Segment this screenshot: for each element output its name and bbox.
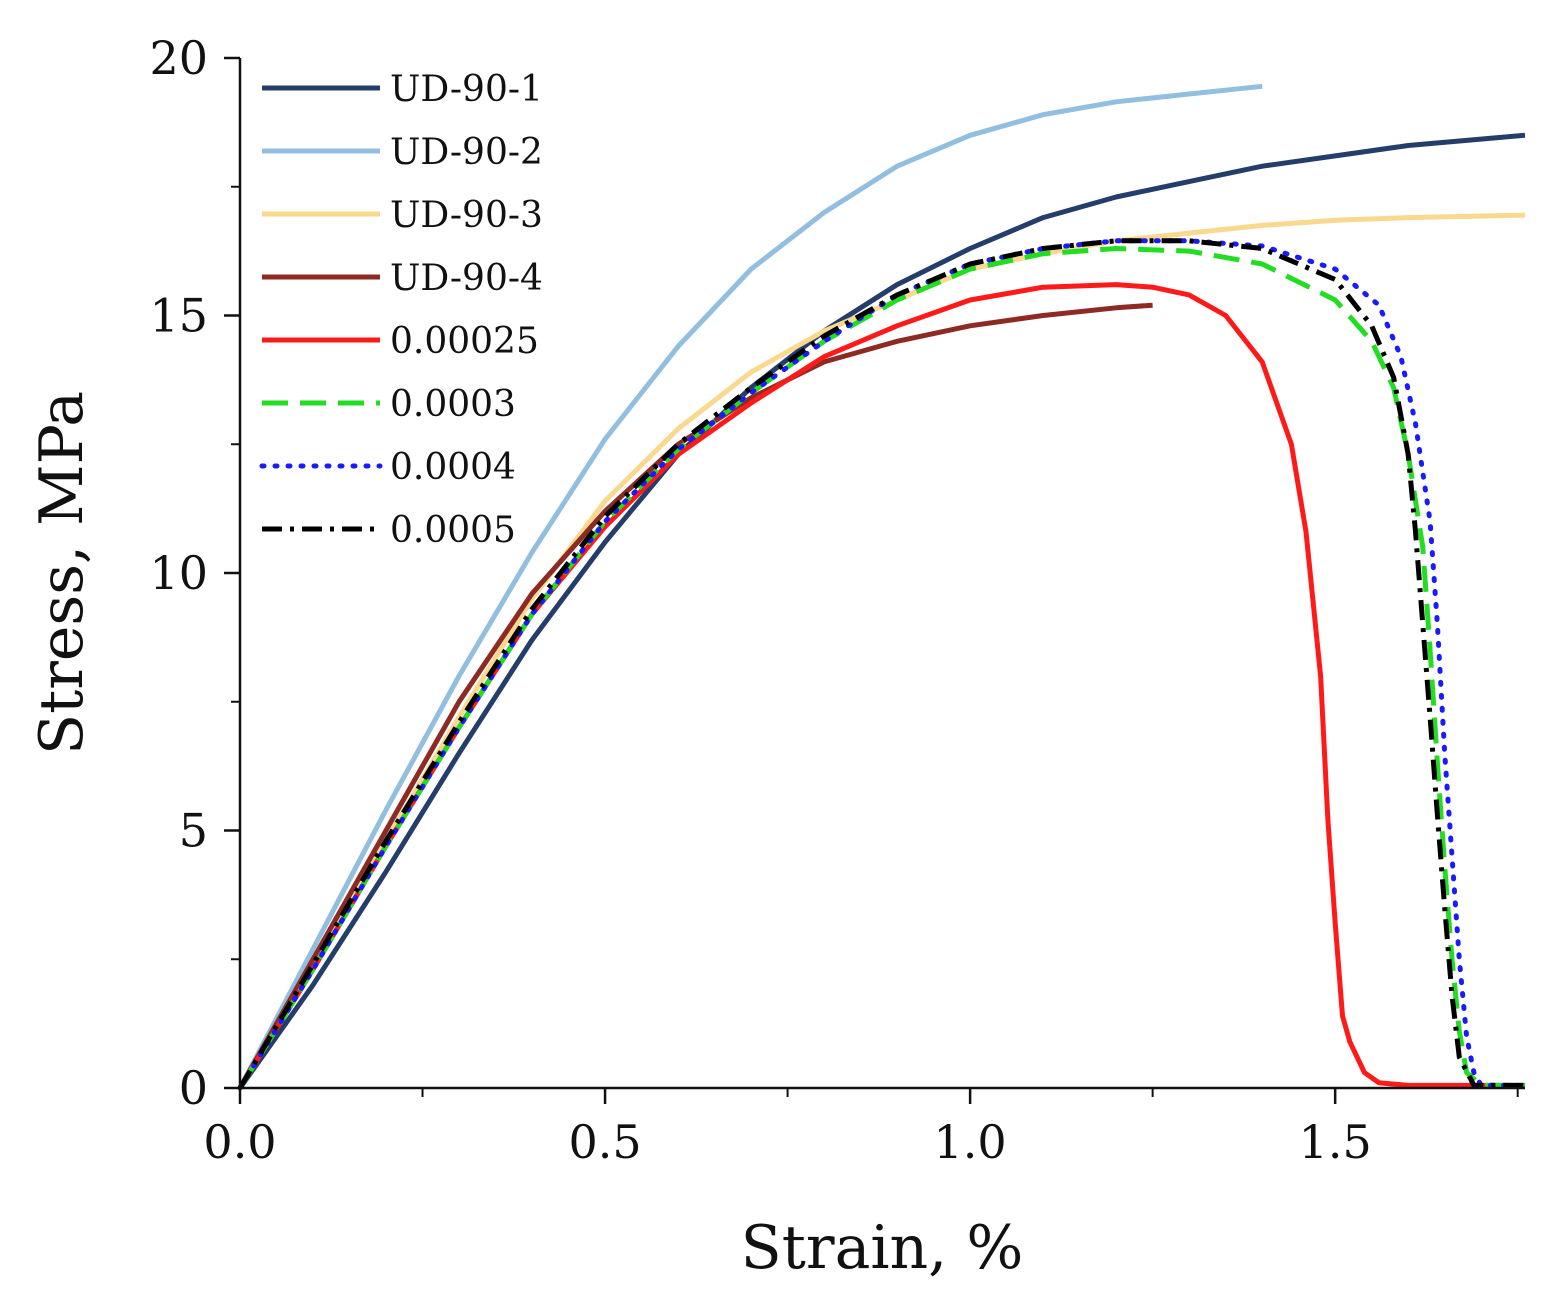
y-tick-label: 15 xyxy=(149,289,208,343)
y-ticks: 0 5 10 15 20 xyxy=(149,31,240,1115)
y-tick-label: 10 xyxy=(149,546,208,600)
legend-label-ud-90-2: UD-90-2 xyxy=(390,132,543,173)
legend-label-ud-90-1: UD-90-1 xyxy=(390,69,543,110)
series-lines xyxy=(237,83,1528,1091)
series-line-ud-90-1 xyxy=(237,132,1526,1090)
x-ticks: 0.0 0.5 1.0 1.5 xyxy=(203,1088,1519,1169)
y-tick-label: 5 xyxy=(179,804,208,858)
legend: UD-90-1 UD-90-2 UD-90-3 UD-90-4 0.00025 0.000… xyxy=(259,69,543,551)
legend-label-0-0005: 0.0005 xyxy=(390,510,516,551)
x-tick-label: 0.5 xyxy=(568,1115,641,1169)
legend-label-ud-90-3: UD-90-3 xyxy=(390,195,543,236)
x-axis-title: Strain, % xyxy=(741,1213,1024,1283)
series-line-ud-90-2 xyxy=(237,83,1263,1090)
y-axis-title: Stress, MPa xyxy=(27,391,97,755)
x-tick-label: 1.5 xyxy=(1299,1115,1372,1169)
legend-label-0-0003: 0.0003 xyxy=(390,384,516,425)
series-line-0-0004 xyxy=(237,238,1528,1091)
series-line-0-0003 xyxy=(237,246,1525,1090)
legend-label-0-00025: 0.00025 xyxy=(390,321,539,362)
x-tick-label: 1.0 xyxy=(934,1115,1007,1169)
y-tick-label: 0 xyxy=(179,1061,208,1115)
x-tick-label: 0.0 xyxy=(203,1115,276,1169)
legend-label-0-0004: 0.0004 xyxy=(390,447,516,488)
legend-label-ud-90-4: UD-90-4 xyxy=(390,258,543,299)
y-tick-label: 20 xyxy=(149,31,208,85)
